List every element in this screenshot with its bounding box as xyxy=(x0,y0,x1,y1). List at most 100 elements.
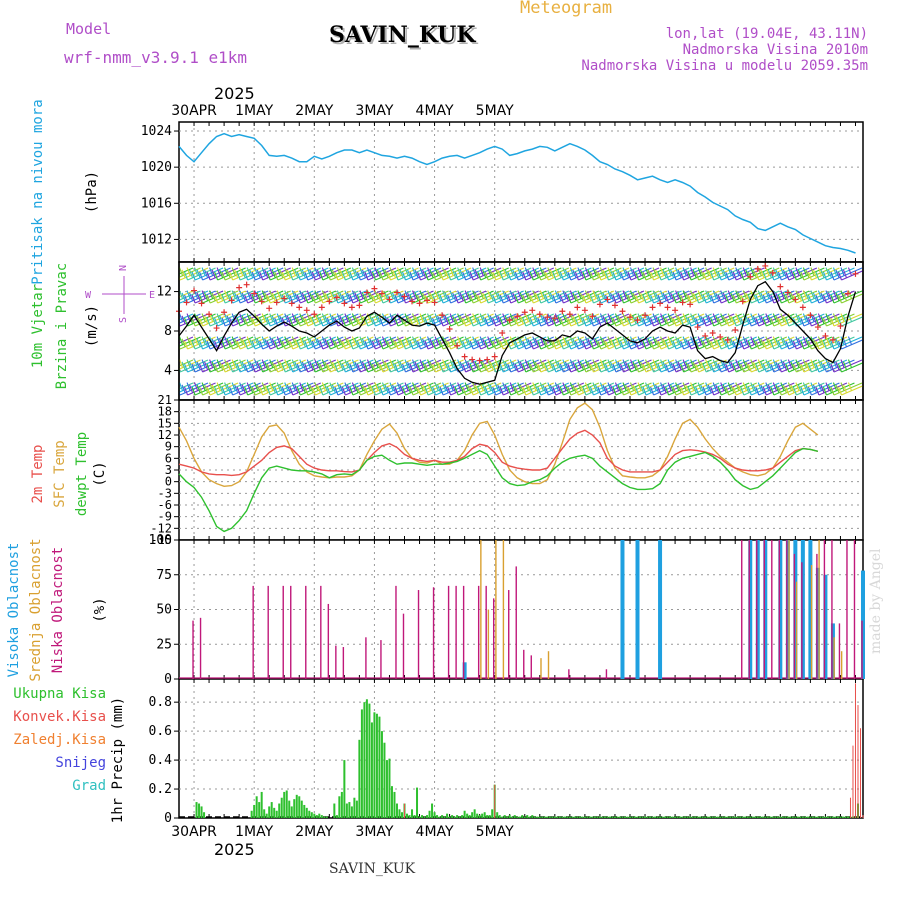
wind-barb-flag xyxy=(259,271,264,281)
wind-barb-flag xyxy=(304,294,309,304)
low-cloud-bar xyxy=(838,623,841,679)
wind-barb-flag xyxy=(549,315,554,324)
wind-barb-flag xyxy=(179,267,184,276)
y-tick-label: 25 xyxy=(156,637,172,652)
wind-barb-flag xyxy=(412,267,417,276)
wind-barb-flag xyxy=(299,267,304,276)
wind-barb-flag xyxy=(241,292,246,301)
wind-barb-flag xyxy=(822,317,827,327)
date-label-top: 1MAY xyxy=(235,103,273,119)
wind-barb-flag xyxy=(847,267,852,276)
wind-barb-flag xyxy=(559,271,564,281)
wind-barb-flag xyxy=(346,384,351,393)
wind-barb-flag xyxy=(194,267,199,276)
wind-barb-flag xyxy=(810,382,815,391)
wind-barb-flag xyxy=(807,363,812,373)
wind-barb-flag xyxy=(181,384,186,393)
wind-barb-flag xyxy=(587,384,592,393)
wind-barb-flag xyxy=(374,267,379,276)
wind-barb-flag xyxy=(366,290,371,299)
y-tick-label: 12 xyxy=(156,285,172,300)
total-precip-bar xyxy=(601,816,604,818)
wind-barb-flag xyxy=(181,361,186,370)
wind-barb-flag xyxy=(780,267,785,276)
wind-barb-flag xyxy=(772,382,777,391)
wind-barb-flag xyxy=(427,313,432,322)
wind-barb-flag xyxy=(807,294,812,304)
wind-barb-flag xyxy=(172,360,175,368)
wind-barb-flag xyxy=(349,340,354,350)
total-precip-bar xyxy=(829,816,832,818)
wind-barb-flag xyxy=(777,294,782,304)
wind-barb-flag xyxy=(189,269,194,278)
wind-barb-flag xyxy=(334,386,339,396)
wind-barb-flag xyxy=(437,292,442,301)
wind-barb-flag xyxy=(632,361,637,370)
wind-barb-flag xyxy=(817,267,822,276)
wind-barb-flag xyxy=(291,359,296,368)
wind-barb-flag xyxy=(672,386,677,396)
wind-barb-flag xyxy=(304,386,309,396)
wind-barb-flag xyxy=(209,359,214,368)
total-precip-bar xyxy=(749,816,752,818)
wind-barb-flag xyxy=(304,363,309,373)
wind-barb-flag xyxy=(189,292,194,301)
wind-barb-flag xyxy=(219,315,224,324)
wind-barb-flag xyxy=(707,292,712,301)
wind-barb-flag xyxy=(191,363,196,373)
wind-barb-flag xyxy=(482,269,487,278)
wind-barb-flag xyxy=(554,382,559,391)
wind-barb-flag xyxy=(331,384,336,393)
total-precip-bar xyxy=(633,816,637,818)
wind-barb-flag xyxy=(837,294,842,304)
wind-barb-flag xyxy=(447,340,452,350)
total-precip-bar xyxy=(518,816,521,818)
total-precip-bar xyxy=(345,803,348,818)
wind-barb-flag xyxy=(825,290,830,299)
wind-barb-flag xyxy=(532,313,537,322)
total-precip-bar xyxy=(568,816,571,818)
wind-barb-flag xyxy=(334,340,339,350)
wind-barb-flag xyxy=(457,382,462,391)
total-precip-bar xyxy=(774,816,777,818)
wind-barb-flag xyxy=(266,386,271,396)
wind-barb-flag xyxy=(221,386,226,396)
wind-barb-flag xyxy=(376,338,381,347)
low-cloud-bar xyxy=(380,640,382,679)
low-cloud-bar xyxy=(199,617,202,679)
wind-barb-flag xyxy=(304,317,309,327)
wind-barb-flag xyxy=(682,336,687,345)
wind-barb-flag xyxy=(284,336,289,345)
wind-barb-flag xyxy=(529,317,534,327)
wind-barb-flag xyxy=(279,338,284,347)
wind-barb-flag xyxy=(589,317,594,327)
wind-barb-flag xyxy=(229,386,234,396)
wind-barb-flag xyxy=(602,269,607,278)
wind-barb-flag xyxy=(830,386,835,396)
wind-barb-flag xyxy=(354,315,359,324)
wind-barb-flag xyxy=(737,292,742,301)
wind-barb-flag xyxy=(792,340,797,350)
gust-cross xyxy=(566,311,573,318)
wind-barb-flag xyxy=(685,315,690,324)
wind-barb-flag xyxy=(677,292,682,301)
wind-barb-flag xyxy=(457,290,462,299)
wind-barb-flag xyxy=(376,269,381,278)
y-tick-label: 8 xyxy=(164,324,172,339)
wind-barb-flag xyxy=(622,359,627,368)
wind-barb-flag xyxy=(832,382,837,391)
wind-barb-flag xyxy=(311,294,316,304)
total-precip-bar xyxy=(478,815,481,818)
wind-barb-flag xyxy=(474,292,479,301)
wind-barb-flag xyxy=(184,363,189,373)
wind-barb-flag xyxy=(847,382,852,391)
gust-cross xyxy=(288,300,295,307)
wind-barb-flag xyxy=(412,290,417,299)
total-precip-bar xyxy=(684,816,687,818)
wind-barb-flag xyxy=(527,338,532,347)
wind-barb-flag xyxy=(614,359,619,368)
wind-barb-flag xyxy=(582,340,587,350)
wind-barb-flag xyxy=(559,363,564,373)
wind-barb-flag xyxy=(559,317,564,327)
wind-barb-flag xyxy=(319,386,324,396)
